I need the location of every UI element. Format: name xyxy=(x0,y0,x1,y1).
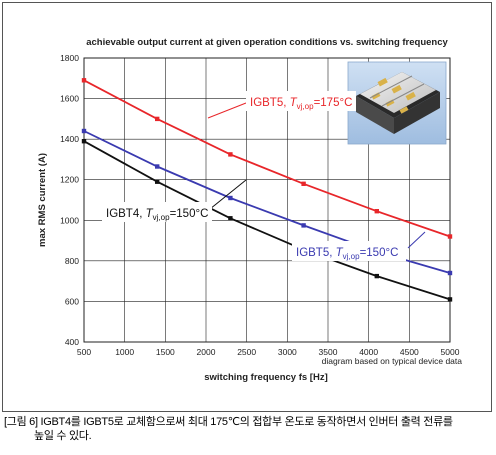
x-axis-ticks: 500 1000 1500 2000 2500 3000 3500 4000 4500 5000 xyxy=(77,347,460,357)
x-tick-label: 500 xyxy=(77,347,91,357)
caption-line-2: 높일 수 있다. xyxy=(34,430,92,442)
x-tick-label: 4500 xyxy=(400,347,419,357)
data-point xyxy=(81,139,87,144)
label-leader-igbt5-150 xyxy=(407,231,426,249)
data-point xyxy=(374,273,379,279)
y-tick-label: 1200 xyxy=(60,175,79,185)
data-point xyxy=(228,195,233,201)
chart: achievable output current at given opera… xyxy=(37,37,463,383)
data-point xyxy=(301,181,306,186)
data-point xyxy=(301,223,306,228)
x-tick-label: 2000 xyxy=(197,347,216,357)
x-tick-label: 5000 xyxy=(441,347,460,357)
y-tick-label: 1000 xyxy=(60,215,79,225)
data-point xyxy=(155,164,160,169)
series-label-igbt5-150: IGBT5, Tvj,op=150°C xyxy=(296,247,398,261)
y-tick-label: 400 xyxy=(65,337,79,347)
x-tick-label: 1000 xyxy=(115,347,134,357)
x-tick-label: 3500 xyxy=(319,347,338,357)
data-point xyxy=(155,179,160,184)
label-group-igbt5-175: IGBT5, Tvj,op=175°C xyxy=(207,91,356,119)
y-tick-label: 600 xyxy=(65,296,79,306)
data-point xyxy=(447,234,453,239)
x-axis-label: switching frequency fs [Hz] xyxy=(204,372,328,383)
data-point xyxy=(81,128,87,134)
chart-note: diagram based on typical device data xyxy=(322,356,463,366)
data-point xyxy=(228,216,233,221)
data-point xyxy=(447,270,453,276)
y-tick-label: 1400 xyxy=(60,134,79,144)
data-point xyxy=(228,152,233,157)
series-labels: IGBT5, Tvj,op=175°C IGBT4, Tvj,op=150°C … xyxy=(102,91,426,261)
series-igbt5-tvj-op-175-c xyxy=(81,78,453,239)
chart-title: achievable output current at given opera… xyxy=(86,37,448,48)
label-box-igbt4-150 xyxy=(102,202,212,222)
label-box-igbt5-175 xyxy=(246,91,356,111)
label-group-igbt4-150: IGBT4, Tvj,op=150°C xyxy=(102,179,247,222)
y-axis-label: max RMS current (A) xyxy=(37,153,48,247)
label-box-igbt5-150 xyxy=(292,241,406,261)
x-tick-label: 4000 xyxy=(359,347,378,357)
x-tick-label: 1500 xyxy=(156,347,175,357)
label-leader-igbt4-150 xyxy=(209,179,247,210)
igbt-module-photo-icon xyxy=(347,61,447,145)
y-tick-label: 800 xyxy=(65,256,79,266)
data-point xyxy=(447,297,453,302)
figure-caption: [그림 6] IGBT4를 IGBT5로 교체함으로써 최대 175℃의 접합부… xyxy=(4,415,492,443)
label-group-igbt5-150: IGBT5, Tvj,op=150°C xyxy=(292,231,426,261)
caption-line-1: [그림 6] IGBT4를 IGBT5로 교체함으로써 최대 175℃의 접합부… xyxy=(4,416,453,428)
y-axis-ticks: 400 600 800 1000 1200 1400 1600 1800 xyxy=(60,53,79,347)
x-tick-label: 3000 xyxy=(278,347,297,357)
data-point xyxy=(81,78,87,83)
label-leader-igbt5-175 xyxy=(207,102,247,119)
series-line xyxy=(83,79,451,238)
data-point xyxy=(155,116,160,122)
y-tick-label: 1600 xyxy=(60,94,79,104)
series-label-igbt5-175: IGBT5, Tvj,op=175°C xyxy=(250,97,352,111)
y-tick-label: 1800 xyxy=(60,53,79,63)
series-layer xyxy=(81,78,453,302)
data-point xyxy=(374,209,379,214)
x-tick-label: 2500 xyxy=(237,347,256,357)
series-label-igbt4-150: IGBT4, Tvj,op=150°C xyxy=(106,208,208,222)
series-line xyxy=(83,140,451,301)
